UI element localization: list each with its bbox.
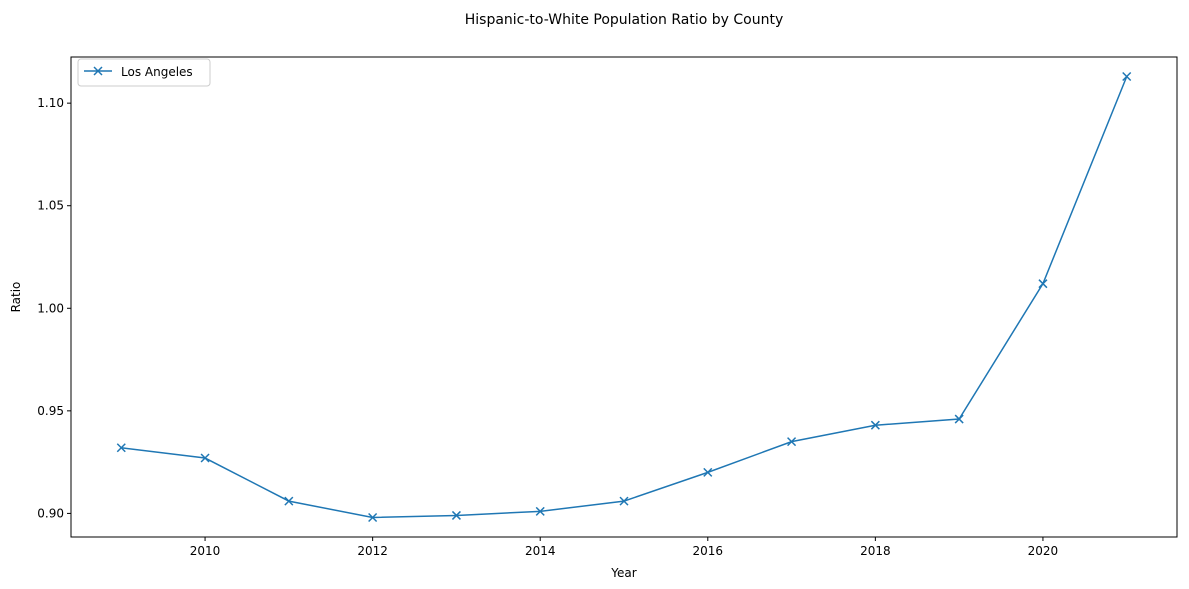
- data-point-2010: [200, 453, 210, 463]
- x-tick-label: 2014: [525, 544, 556, 558]
- data-point-2018: [870, 420, 880, 430]
- y-tick-label: 0.95: [37, 404, 64, 418]
- data-point-2020: [1038, 279, 1048, 289]
- x-tick-label: 2018: [860, 544, 891, 558]
- y-tick-label: 1.00: [37, 301, 64, 315]
- x-tick-label: 2020: [1028, 544, 1059, 558]
- x-tick-label: 2016: [693, 544, 724, 558]
- data-point-2011: [284, 496, 294, 506]
- y-tick-label: 1.10: [37, 96, 64, 110]
- x-tick-label: 2010: [190, 544, 221, 558]
- x-tick-label: 2012: [357, 544, 388, 558]
- data-point-2017: [787, 437, 797, 447]
- legend-box: [77, 58, 211, 87]
- y-axis-label: Ratio: [9, 282, 23, 313]
- y-tick-label: 0.90: [37, 506, 64, 520]
- data-point-2013: [451, 510, 461, 520]
- legend-label: Los Angeles: [121, 65, 193, 79]
- plot-area: [70, 56, 1178, 538]
- data-point-2019: [954, 414, 964, 424]
- data-point-2016: [703, 467, 713, 477]
- legend-marker-icon: [93, 66, 103, 76]
- series-layer: [116, 71, 1132, 523]
- chart-title: Hispanic-to-White Population Ratio by Co…: [465, 12, 784, 28]
- y-tick-label: 1.05: [37, 199, 64, 213]
- x-axis: 2010 2012 2014 2016 2018 2020: [190, 537, 1058, 558]
- data-point-2021: [1122, 71, 1132, 82]
- legend: Los Angeles: [77, 58, 211, 87]
- data-point-2012: [368, 512, 378, 523]
- series-line: [121, 76, 1128, 519]
- data-point-2014: [535, 506, 545, 516]
- y-axis: 0.90 0.95 1.00 1.05 1.10: [37, 96, 71, 520]
- data-point-2009: [116, 443, 126, 453]
- data-point-2015: [619, 496, 629, 506]
- x-axis-label: Year: [610, 566, 636, 580]
